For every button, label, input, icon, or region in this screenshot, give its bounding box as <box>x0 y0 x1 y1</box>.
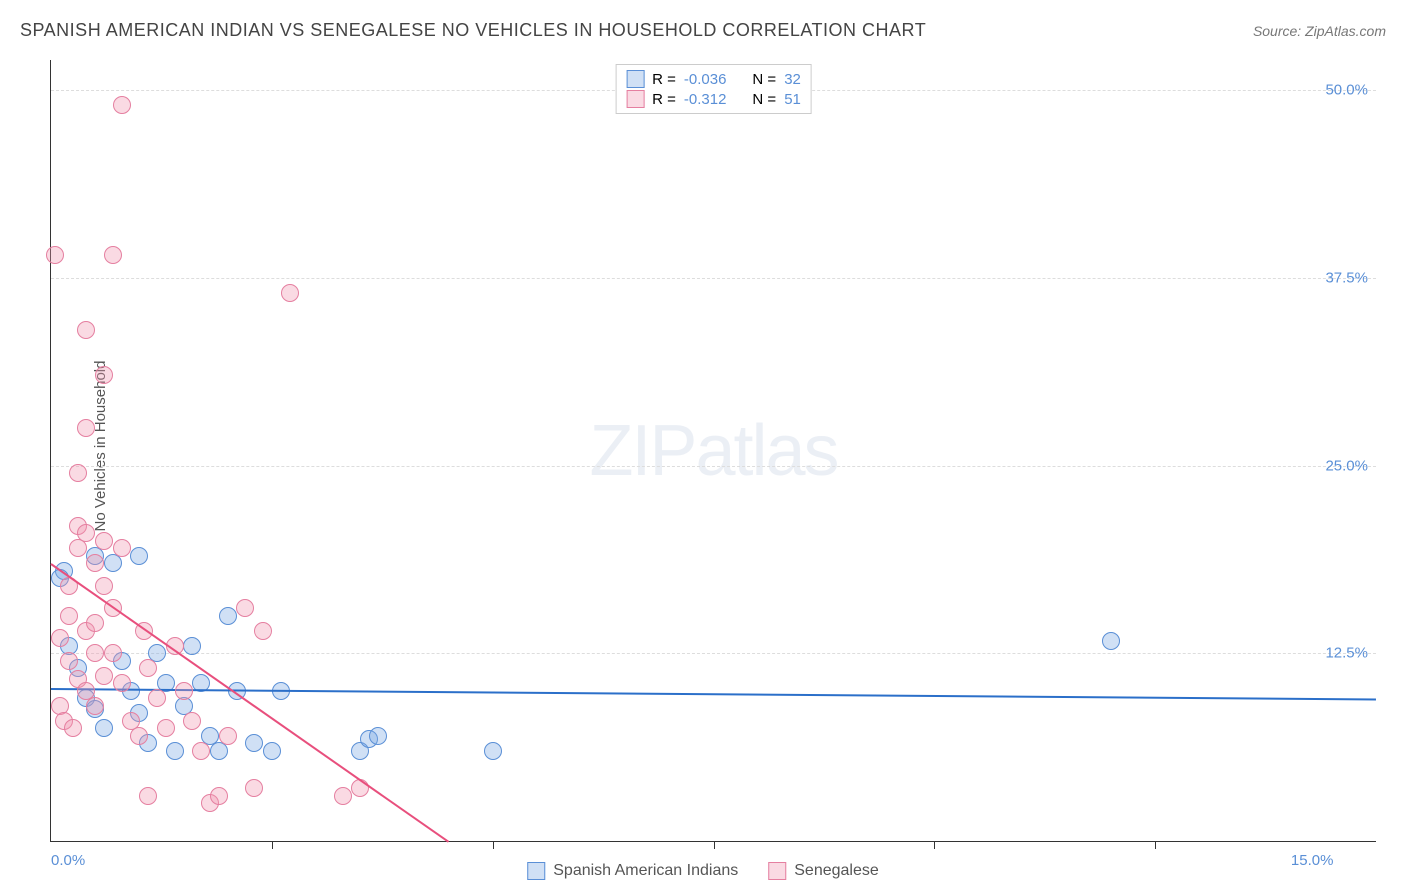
data-point <box>219 727 237 745</box>
stat-n-label: N = <box>752 71 776 88</box>
data-point <box>175 682 193 700</box>
stat-n-value: 32 <box>784 71 801 88</box>
data-point <box>148 689 166 707</box>
data-point <box>369 727 387 745</box>
data-point <box>95 719 113 737</box>
data-point <box>95 577 113 595</box>
data-point <box>139 787 157 805</box>
data-point <box>86 644 104 662</box>
x-tick <box>934 841 935 849</box>
stat-r-label: R = <box>652 91 676 108</box>
stat-n-value: 51 <box>784 91 801 108</box>
stat-r-value: -0.312 <box>684 91 727 108</box>
data-point <box>86 554 104 572</box>
x-tick <box>493 841 494 849</box>
data-point <box>95 667 113 685</box>
stat-n-label: N = <box>752 91 776 108</box>
legend-stats-row: R = -0.312 N = 51 <box>626 89 801 109</box>
data-point <box>334 787 352 805</box>
data-point <box>86 614 104 632</box>
legend-swatch <box>768 862 786 880</box>
data-point <box>263 742 281 760</box>
data-point <box>46 246 64 264</box>
data-point <box>484 742 502 760</box>
legend-swatch <box>626 90 644 108</box>
data-point <box>113 674 131 692</box>
watermark: ZIPatlas <box>589 410 837 492</box>
data-point <box>95 532 113 550</box>
legend-series: Spanish American Indians Senegalese <box>527 862 879 880</box>
data-point <box>77 419 95 437</box>
data-point <box>245 779 263 797</box>
data-point <box>236 599 254 617</box>
legend-series-label: Spanish American Indians <box>553 862 738 880</box>
data-point <box>245 734 263 752</box>
data-point <box>60 607 78 625</box>
data-point <box>69 464 87 482</box>
y-tick-label: 25.0% <box>1325 457 1368 474</box>
gridline <box>51 278 1376 279</box>
data-point <box>104 246 122 264</box>
data-point <box>130 547 148 565</box>
stat-r-value: -0.036 <box>684 71 727 88</box>
data-point <box>166 742 184 760</box>
data-point <box>130 727 148 745</box>
data-point <box>86 697 104 715</box>
data-point <box>210 787 228 805</box>
data-point <box>139 659 157 677</box>
data-point <box>64 719 82 737</box>
legend-series-label: Senegalese <box>794 862 879 880</box>
data-point <box>281 284 299 302</box>
legend-series-item: Spanish American Indians <box>527 862 738 880</box>
legend-swatch <box>527 862 545 880</box>
data-point <box>113 539 131 557</box>
gridline <box>51 653 1376 654</box>
legend-series-item: Senegalese <box>768 862 879 880</box>
chart-plot-area: ZIPatlas R =-0.036N =32R = -0.312N = 51 … <box>50 60 1376 842</box>
data-point <box>95 366 113 384</box>
data-point <box>1102 632 1120 650</box>
data-point <box>77 321 95 339</box>
data-point <box>183 637 201 655</box>
x-tick <box>714 841 715 849</box>
x-tick-label: 15.0% <box>1291 852 1334 869</box>
legend-stats-row: R = -0.036 N = 32 <box>626 69 801 89</box>
data-point <box>113 96 131 114</box>
data-point <box>51 629 69 647</box>
chart-source: Source: ZipAtlas.com <box>1253 23 1386 39</box>
gridline <box>51 466 1376 467</box>
chart-title: SPANISH AMERICAN INDIAN VS SENEGALESE NO… <box>20 20 926 41</box>
data-point <box>254 622 272 640</box>
data-point <box>69 539 87 557</box>
x-tick-label: 0.0% <box>51 852 85 869</box>
chart-header: SPANISH AMERICAN INDIAN VS SENEGALESE NO… <box>20 20 1386 41</box>
data-point <box>219 607 237 625</box>
data-point <box>192 742 210 760</box>
watermark-atlas: atlas <box>695 411 837 491</box>
x-tick <box>272 841 273 849</box>
watermark-zip: ZIP <box>589 411 695 491</box>
y-tick-label: 12.5% <box>1325 645 1368 662</box>
data-point <box>351 779 369 797</box>
stat-r-label: R = <box>652 71 676 88</box>
y-tick-label: 37.5% <box>1325 269 1368 286</box>
data-point <box>157 719 175 737</box>
x-tick <box>1155 841 1156 849</box>
data-point <box>60 652 78 670</box>
legend-stats-box: R = -0.036 N = 32 R = -0.312 N = 51 <box>615 64 812 114</box>
data-point <box>104 644 122 662</box>
data-point <box>183 712 201 730</box>
regression-line <box>51 688 1376 701</box>
y-tick-label: 50.0% <box>1325 82 1368 99</box>
legend-swatch <box>626 70 644 88</box>
